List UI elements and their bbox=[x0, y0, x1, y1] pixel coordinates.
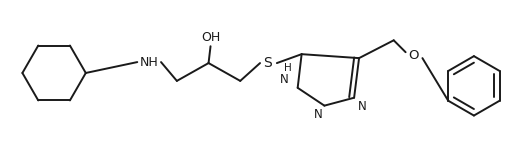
Text: S: S bbox=[263, 56, 272, 70]
Text: NH: NH bbox=[140, 56, 159, 69]
Text: N: N bbox=[279, 73, 288, 86]
Text: H: H bbox=[284, 63, 291, 73]
Text: OH: OH bbox=[201, 31, 220, 44]
Text: O: O bbox=[408, 49, 419, 62]
Text: N: N bbox=[314, 108, 323, 121]
Text: N: N bbox=[358, 100, 367, 113]
